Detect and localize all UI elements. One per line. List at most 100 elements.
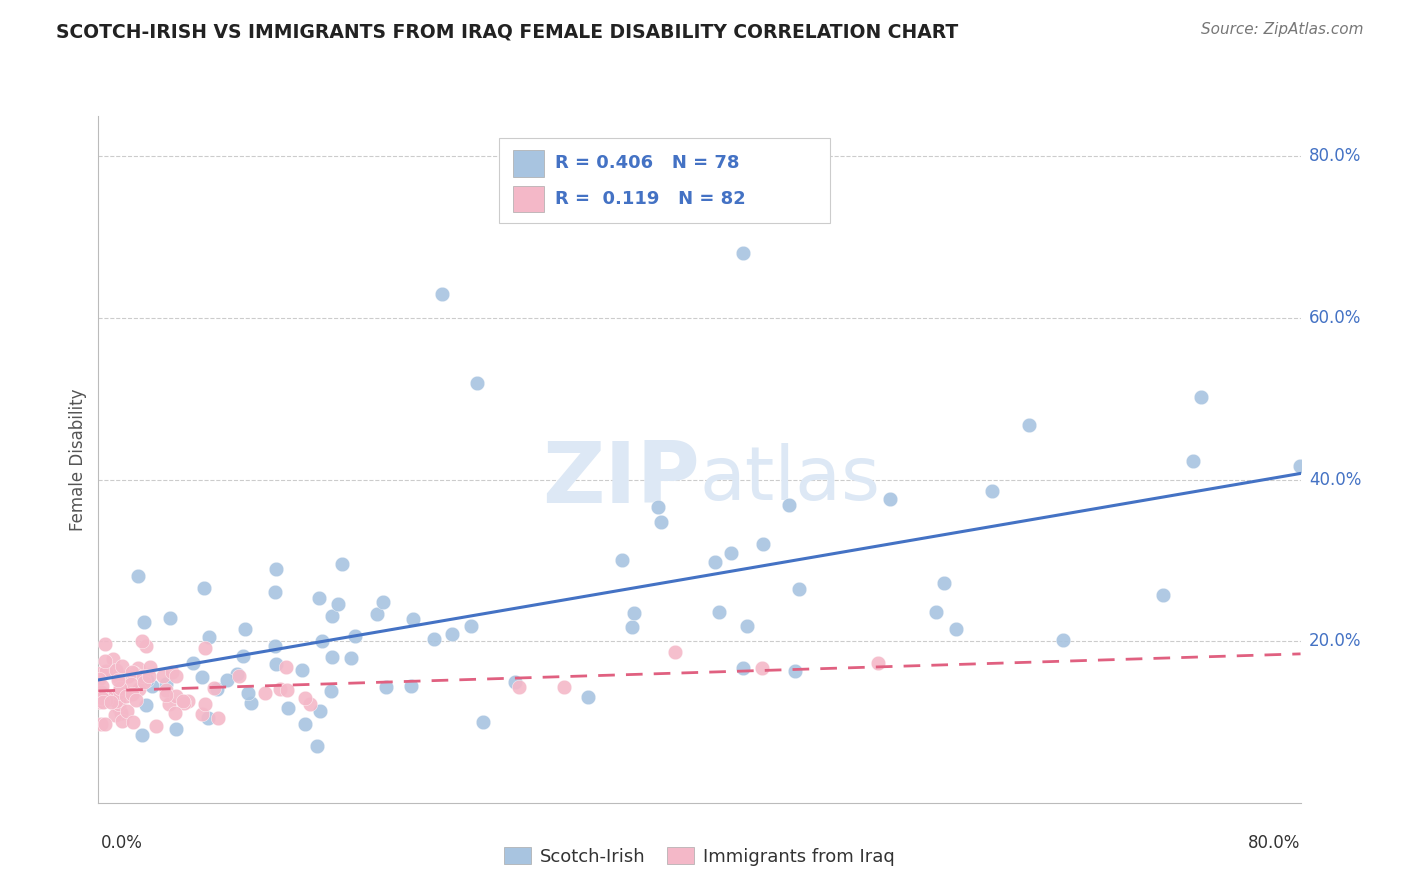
Text: ZIP: ZIP [541, 439, 699, 522]
Point [610, 553, 633, 567]
Point [111, 714, 134, 728]
Point [647, 500, 669, 515]
Point [239, 696, 262, 710]
Point [264, 639, 287, 653]
Point [131, 634, 153, 648]
Point [131, 728, 153, 742]
Point [621, 620, 644, 634]
Point [277, 701, 299, 715]
Point [115, 689, 138, 703]
Point [319, 684, 342, 698]
Point [1288, 458, 1310, 473]
Point [321, 608, 343, 623]
Point [163, 706, 186, 720]
Point [1189, 390, 1212, 404]
Point [778, 499, 800, 513]
Point [105, 663, 128, 677]
Point [127, 569, 149, 583]
Point [135, 639, 157, 653]
Text: 80.0%: 80.0% [1309, 147, 1361, 165]
Point [232, 649, 254, 664]
Point [100, 694, 122, 708]
Point [205, 682, 228, 697]
Point [945, 622, 967, 636]
Point [308, 704, 330, 718]
Point [132, 673, 155, 687]
Point [294, 690, 316, 705]
Point [110, 681, 132, 696]
Point [207, 711, 229, 725]
Point [165, 669, 187, 683]
Point [155, 677, 177, 691]
Point [94, 654, 117, 668]
Text: 20.0%: 20.0% [1309, 632, 1361, 650]
Point [375, 680, 398, 694]
Point [440, 626, 463, 640]
Point [117, 669, 139, 683]
Point [1052, 632, 1074, 647]
Point [735, 619, 758, 633]
Point [152, 669, 174, 683]
Text: 40.0%: 40.0% [1309, 471, 1361, 489]
Point [135, 698, 157, 712]
Point [121, 665, 143, 680]
Point [366, 607, 388, 621]
Point [101, 652, 124, 666]
Point [238, 686, 260, 700]
Point [298, 698, 321, 712]
Point [115, 704, 138, 718]
Text: 0.0%: 0.0% [101, 834, 143, 852]
Point [215, 673, 238, 687]
Point [127, 660, 149, 674]
Point [138, 668, 160, 682]
Point [94, 689, 117, 703]
Point [105, 694, 128, 708]
Point [650, 515, 672, 529]
Point [132, 669, 155, 683]
Point [343, 629, 366, 643]
Point [162, 665, 184, 680]
Point [371, 595, 394, 609]
Point [402, 612, 425, 626]
Point [269, 681, 291, 696]
Point [720, 546, 742, 560]
Point [503, 675, 526, 690]
Point [731, 246, 754, 260]
Point [157, 697, 180, 711]
Point [104, 707, 127, 722]
Point [93, 688, 115, 702]
Point [340, 651, 363, 665]
Point [128, 681, 150, 696]
Point [430, 286, 453, 301]
Point [183, 656, 205, 670]
Point [94, 664, 117, 678]
Point [254, 685, 277, 699]
Point [553, 680, 575, 694]
Point [233, 622, 256, 636]
Point [91, 694, 114, 708]
Point [202, 681, 225, 696]
Point [91, 679, 114, 693]
Point [264, 657, 287, 672]
Point [90, 717, 112, 731]
Point [120, 676, 142, 690]
Point [879, 492, 901, 507]
Point [330, 557, 353, 571]
Point [191, 707, 214, 722]
Text: Source: ZipAtlas.com: Source: ZipAtlas.com [1201, 22, 1364, 37]
Point [197, 711, 219, 725]
Text: 80.0%: 80.0% [1249, 834, 1301, 852]
Point [294, 717, 316, 731]
Point [107, 673, 129, 687]
Point [783, 664, 806, 678]
Point [731, 661, 754, 675]
Point [108, 688, 131, 702]
Point [305, 739, 328, 754]
Point [225, 666, 247, 681]
Point [138, 660, 160, 674]
Point [93, 637, 115, 651]
Point [132, 674, 155, 689]
Point [91, 690, 114, 705]
Point [121, 687, 143, 701]
Point [124, 693, 146, 707]
